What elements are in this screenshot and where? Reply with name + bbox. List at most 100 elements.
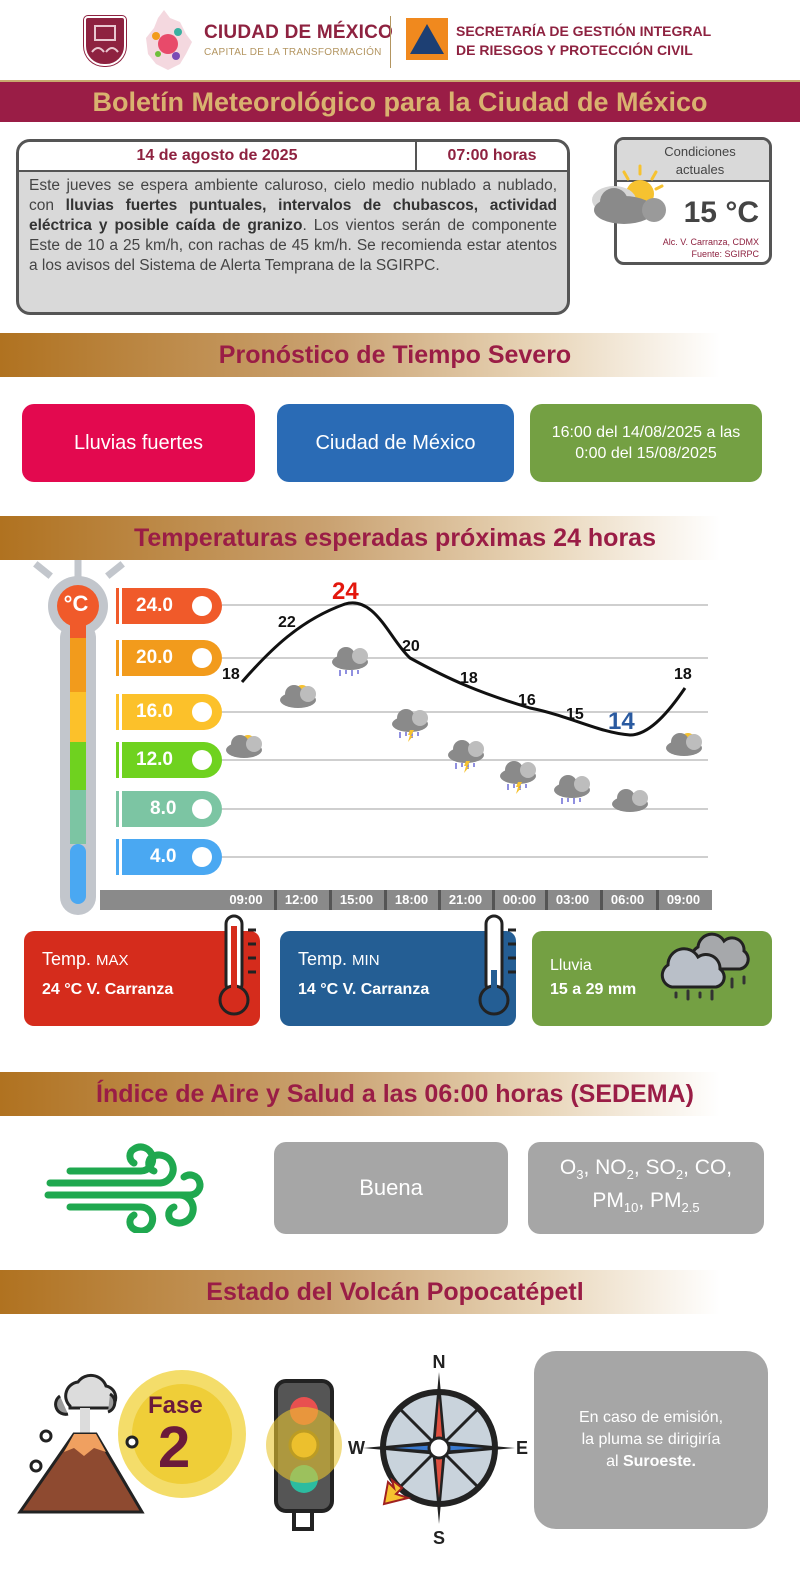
- scale-tag-24: 24.0: [116, 588, 222, 624]
- phase-number: 2: [158, 1415, 191, 1480]
- section-title: Índice de Aire y Salud a las 06:00 horas…: [96, 1080, 694, 1108]
- bulletin-time: 07:00 horas: [447, 147, 537, 164]
- plume-direction-box: En caso de emisión, la pluma se dirigirí…: [534, 1351, 768, 1529]
- temperature-chart: [222, 601, 708, 858]
- bulletin-date: 14 de agosto de 2025: [19, 142, 417, 170]
- sgirpc-logo: [406, 18, 448, 60]
- current-temperature: 15 °C: [683, 196, 759, 229]
- section-header-air: Índice de Aire y Salud a las 06:00 horas…: [0, 1072, 720, 1116]
- pollutants-line-2: PM10, PM2.5: [592, 1189, 700, 1216]
- rain-icon: [332, 647, 368, 676]
- phase-badge: Fase 2: [118, 1370, 246, 1498]
- thermometer-scale-icon: [30, 558, 130, 920]
- thunderstorm-icon: [448, 740, 484, 773]
- current-source: Fuente: SGIRPC: [691, 249, 759, 259]
- scale-tag-20: 20.0: [116, 640, 222, 676]
- section-title: Pronóstico de Tiempo Severo: [218, 341, 572, 369]
- min-temp-value: 14 °C V. Carranza: [298, 981, 430, 998]
- section-header-temperatures: Temperaturas esperadas próximas 24 horas: [0, 516, 720, 560]
- scale-label: 8.0: [150, 798, 177, 819]
- card-label-text: Temp.: [298, 949, 348, 969]
- rain-value: 15 a 29 mm: [550, 981, 637, 998]
- time-axis: [100, 890, 712, 910]
- org-title: CIUDAD DE MÉXICO: [204, 22, 393, 43]
- phase-label: Fase: [148, 1392, 203, 1419]
- thunderstorm-icon: [392, 709, 428, 742]
- point-label: 16: [518, 692, 536, 709]
- rain-card: Lluvia 15 a 29 mm: [532, 931, 772, 1026]
- point-label: 18: [460, 670, 478, 687]
- card-label-suffix: MAX: [96, 952, 129, 969]
- scale-label: 20.0: [136, 647, 173, 668]
- scale-tag-16: 16.0: [116, 694, 222, 730]
- wind-icon: [40, 1143, 240, 1238]
- time-label: 03:00: [545, 890, 597, 910]
- partly-cloudy-icon: [584, 162, 676, 232]
- night-thunder-icon: [612, 789, 648, 812]
- compass-south: S: [433, 1528, 445, 1548]
- time-label: 09:00: [229, 892, 263, 907]
- point-label: 22: [278, 614, 296, 631]
- current-location-name: Alc. V. Carranza, CDMX: [662, 237, 759, 247]
- point-label: 15: [566, 706, 584, 723]
- plume-line-1: En caso de emisión,: [578, 1409, 724, 1426]
- max-temp-card: Temp. MAX 24 °C V. Carranza: [24, 931, 260, 1026]
- rain-cloud-icon: [658, 917, 768, 1012]
- forecast-summary: 14 de agosto de 2025 07:00 horas Este ju…: [16, 139, 570, 315]
- volcano-icon: [14, 1370, 154, 1525]
- period-line-2: 0:00 del 15/08/2025: [575, 445, 717, 462]
- current-label-line-1: Condiciones: [664, 144, 736, 159]
- min-temp-label: Temp. MIN: [298, 949, 380, 970]
- scale-tag-4: 4.0: [116, 839, 222, 875]
- current-conditions-label: Condiciones actuales: [617, 140, 769, 182]
- summary-text-part: Este jueves se espera ambiente caluroso,…: [29, 177, 557, 214]
- scale-label: 4.0: [150, 846, 177, 867]
- point-label: 18: [222, 666, 240, 683]
- thermometer-hot-icon: [218, 912, 262, 1027]
- time-label: 00:00: [492, 890, 544, 910]
- severe-period-badge: 16:00 del 14/08/2025 a las 0:00 del 15/0…: [530, 404, 762, 482]
- section-title: Temperaturas esperadas próximas 24 horas: [133, 524, 656, 552]
- thermometer-cold-icon: [478, 912, 522, 1027]
- max-temp-value: 24 °C V. Carranza: [42, 981, 174, 998]
- plume-prefix: al: [606, 1453, 623, 1470]
- summary-text-part: . Los vientos serán de componente Este d…: [29, 217, 558, 274]
- plume-direction: Suroeste.: [622, 1453, 696, 1470]
- bulletin-title-bar: Boletín Meteorológico para la Ciudad de …: [0, 80, 800, 122]
- rain-label: Lluvia: [550, 957, 592, 974]
- time-label: 09:00: [656, 890, 708, 910]
- weather-icons: [0, 0, 800, 812]
- pollutants-badge: O3, NO2, SO2, CO, PM10, PM2.5: [528, 1142, 764, 1234]
- partly-cloudy-icon: [226, 735, 262, 758]
- summary-text-highlight: lluvias fuertes puntuales, intervalos de…: [29, 197, 557, 234]
- point-label: 18: [674, 666, 692, 683]
- agency-line-1: SECRETARÍA DE GESTIÓN INTEGRAL: [456, 23, 712, 39]
- compass-west: W: [348, 1438, 365, 1458]
- min-point-label: 14: [608, 708, 635, 735]
- severe-area-badge: Ciudad de México: [277, 404, 514, 482]
- compass-icon: N S W E: [344, 1348, 534, 1553]
- summary-text: Este jueves se espera ambiente caluroso,…: [19, 172, 567, 280]
- card-label-text: Temp.: [42, 949, 92, 969]
- max-temp-label: Temp. MAX: [42, 949, 129, 970]
- period-line-1: 16:00 del 14/08/2025 a las: [551, 424, 741, 441]
- traffic-light-icon: [264, 1375, 344, 1540]
- agency-line-2: DE RIESGOS Y PROTECCIÓN CIVIL: [456, 42, 693, 58]
- time-label: 18:00: [384, 890, 436, 910]
- compass-east: E: [516, 1438, 528, 1458]
- time-label: 06:00: [600, 890, 652, 910]
- card-label-suffix: MIN: [352, 952, 380, 969]
- scale-tag-8: 8.0: [116, 791, 222, 827]
- current-label-line-2: actuales: [675, 162, 725, 177]
- air-quality-badge: Buena: [274, 1142, 508, 1234]
- section-title: Estado del Volcán Popocatépetl: [206, 1278, 584, 1306]
- plume-line-2: la pluma se dirigiría: [581, 1431, 721, 1448]
- scale-label: 24.0: [136, 595, 173, 616]
- partly-cloudy-icon: [280, 685, 316, 708]
- header-divider: [390, 16, 391, 68]
- scale-label: 16.0: [136, 701, 173, 722]
- section-header-severe: Pronóstico de Tiempo Severo: [0, 333, 720, 377]
- time-label: 21:00: [438, 890, 490, 910]
- plume-line-3: al Suroeste.: [579, 1451, 723, 1473]
- max-point-label: 24: [332, 578, 359, 605]
